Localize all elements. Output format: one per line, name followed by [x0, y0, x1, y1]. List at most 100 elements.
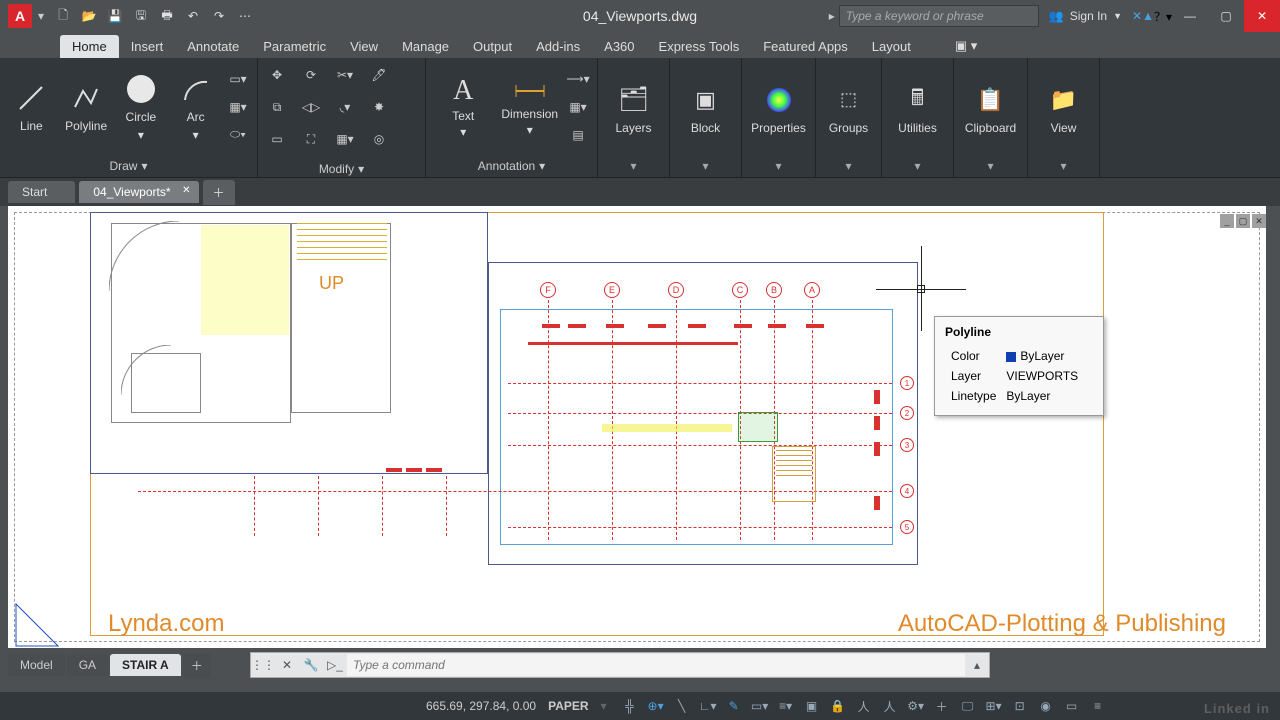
status-osnap-icon[interactable]: ╲: [670, 694, 694, 718]
app-menu-chevron[interactable]: ▾: [38, 9, 44, 23]
close-tab-icon[interactable]: ✕: [182, 185, 190, 196]
status-hardware-icon[interactable]: ⊡: [1008, 694, 1032, 718]
panel-draw-label[interactable]: Draw ▾: [0, 155, 257, 177]
panel-groups-expand[interactable]: ▾: [816, 159, 881, 177]
qat-more-icon[interactable]: ⋯: [234, 5, 256, 27]
copy-icon[interactable]: ⧉: [264, 94, 290, 120]
restore-button[interactable]: ▢: [1208, 0, 1244, 32]
rotate-icon[interactable]: ⟳: [298, 62, 324, 88]
fillet-split-icon[interactable]: ◟▾: [332, 94, 358, 120]
status-space[interactable]: PAPER: [548, 699, 588, 713]
panel-view-expand[interactable]: ▾: [1028, 159, 1099, 177]
status-annotation-icon[interactable]: 人: [852, 694, 876, 718]
erase-icon[interactable]: 🖊: [366, 62, 392, 88]
tab-manage[interactable]: Manage: [390, 35, 461, 58]
tab-addins[interactable]: Add-ins: [524, 35, 592, 58]
move-icon[interactable]: ✥: [264, 62, 290, 88]
panel-utilities-expand[interactable]: ▾: [882, 159, 953, 177]
panel-layers-expand[interactable]: ▾: [598, 159, 669, 177]
groups-button[interactable]: ⬚Groups: [823, 83, 875, 135]
search-toggle-icon[interactable]: ▸: [825, 9, 839, 23]
circle-button[interactable]: Circle▾: [116, 72, 167, 142]
canvas-max-icon[interactable]: ▢: [1236, 214, 1250, 228]
tab-express[interactable]: Express Tools: [647, 35, 752, 58]
add-layout-button[interactable]: ＋: [183, 653, 211, 678]
dimension-button[interactable]: Dimension▾: [499, 77, 562, 137]
layout-tab-model[interactable]: Model: [8, 654, 65, 676]
search-input[interactable]: Type a keyword or phrase: [839, 5, 1039, 27]
rect-split-icon[interactable]: ▭▾: [225, 66, 251, 92]
arc-button[interactable]: Arc▾: [170, 72, 221, 142]
save-icon[interactable]: 💾: [104, 5, 126, 27]
status-customize-icon[interactable]: ≡: [1086, 694, 1110, 718]
trim-split-icon[interactable]: ✂▾: [332, 62, 358, 88]
tab-annotate[interactable]: Annotate: [175, 35, 251, 58]
scale-icon[interactable]: ⛶: [298, 126, 324, 152]
properties-button[interactable]: Properties: [753, 83, 805, 135]
tab-parametric[interactable]: Parametric: [251, 35, 338, 58]
tab-featured[interactable]: Featured Apps: [751, 35, 860, 58]
ribbon-minimize-icon[interactable]: ▣ ▾: [943, 34, 989, 58]
stretch-icon[interactable]: ▭: [264, 126, 290, 152]
status-workspace-icon[interactable]: ⚙▾: [904, 694, 928, 718]
a360-icon[interactable]: ▲: [1142, 9, 1154, 23]
open-icon[interactable]: 📂: [78, 5, 100, 27]
cmd-close-icon[interactable]: ✕: [275, 653, 299, 677]
text-button[interactable]: AText▾: [432, 75, 495, 139]
cmd-handle-icon[interactable]: ⋮⋮: [251, 653, 275, 677]
hatch-split-icon[interactable]: ▦▾: [225, 94, 251, 120]
app-icon[interactable]: A: [8, 4, 32, 28]
cmd-history-icon[interactable]: ▴: [965, 653, 989, 677]
minimize-button[interactable]: —: [1172, 0, 1208, 32]
tab-home[interactable]: Home: [60, 35, 119, 58]
line-button[interactable]: Line: [6, 81, 57, 133]
status-units-icon[interactable]: ⊞▾: [982, 694, 1006, 718]
panel-block-expand[interactable]: ▾: [670, 159, 741, 177]
mirror-icon[interactable]: ◁▷: [298, 94, 324, 120]
view-button[interactable]: 📁View: [1038, 83, 1090, 135]
layers-button[interactable]: 🗂Layers: [608, 83, 660, 135]
array-split-icon[interactable]: ▦▾: [332, 126, 358, 152]
canvas-min-icon[interactable]: _: [1220, 214, 1234, 228]
file-tab-start[interactable]: Start: [8, 181, 75, 203]
status-cycling-icon[interactable]: ≡▾: [774, 694, 798, 718]
utilities-button[interactable]: 🖩Utilities: [892, 83, 944, 135]
tab-output[interactable]: Output: [461, 35, 524, 58]
offset-icon[interactable]: ◎: [366, 126, 392, 152]
status-polar-icon[interactable]: ⊕▾: [644, 694, 668, 718]
signin-button[interactable]: 👥 Sign In ▼: [1049, 9, 1122, 23]
viewport-1[interactable]: UP: [90, 212, 488, 474]
status-add-icon[interactable]: ＋: [930, 694, 954, 718]
status-grid-icon[interactable]: ╬: [618, 694, 642, 718]
file-tab-document[interactable]: 04_Viewports*✕: [79, 181, 198, 203]
layout-tab-ga[interactable]: GA: [67, 654, 108, 676]
tab-view[interactable]: View: [338, 35, 390, 58]
table-split-icon[interactable]: ▦▾: [565, 94, 591, 120]
tab-layout[interactable]: Layout: [860, 35, 923, 58]
status-clean-icon[interactable]: ▭: [1060, 694, 1084, 718]
tab-insert[interactable]: Insert: [119, 35, 176, 58]
polyline-button[interactable]: Polyline: [61, 81, 112, 133]
close-button[interactable]: ✕: [1244, 0, 1280, 32]
explode-icon[interactable]: ✸: [366, 94, 392, 120]
panel-clipboard-expand[interactable]: ▾: [954, 159, 1027, 177]
help-icon[interactable]: ？▾: [1154, 8, 1172, 25]
leader-split-icon[interactable]: ⟶▾: [565, 66, 591, 92]
block-button[interactable]: ▣Block: [680, 83, 732, 135]
canvas-close-icon[interactable]: ✕: [1252, 214, 1266, 228]
status-lineweight-icon[interactable]: ✎: [722, 694, 746, 718]
new-tab-button[interactable]: ＋: [203, 180, 235, 205]
clipboard-button[interactable]: 📋Clipboard: [965, 83, 1017, 135]
cmd-customize-icon[interactable]: 🔧: [299, 653, 323, 677]
command-input[interactable]: [347, 654, 965, 676]
new-icon[interactable]: 🗋: [52, 5, 74, 27]
undo-icon[interactable]: ↶: [182, 5, 204, 27]
drawing-canvas[interactable]: UP F E D C B A 1 2 3 4 5: [8, 206, 1266, 648]
status-monitor-icon[interactable]: 🖵: [956, 694, 980, 718]
status-annoscale-icon[interactable]: ▣: [800, 694, 824, 718]
tab-a360[interactable]: A360: [592, 35, 646, 58]
status-scale-icon[interactable]: 🔒: [826, 694, 850, 718]
plot-icon[interactable]: 🖶: [156, 5, 178, 27]
ellipse-split-icon[interactable]: ⬭▾: [225, 122, 251, 148]
status-ortho-icon[interactable]: ∟▾: [696, 694, 720, 718]
